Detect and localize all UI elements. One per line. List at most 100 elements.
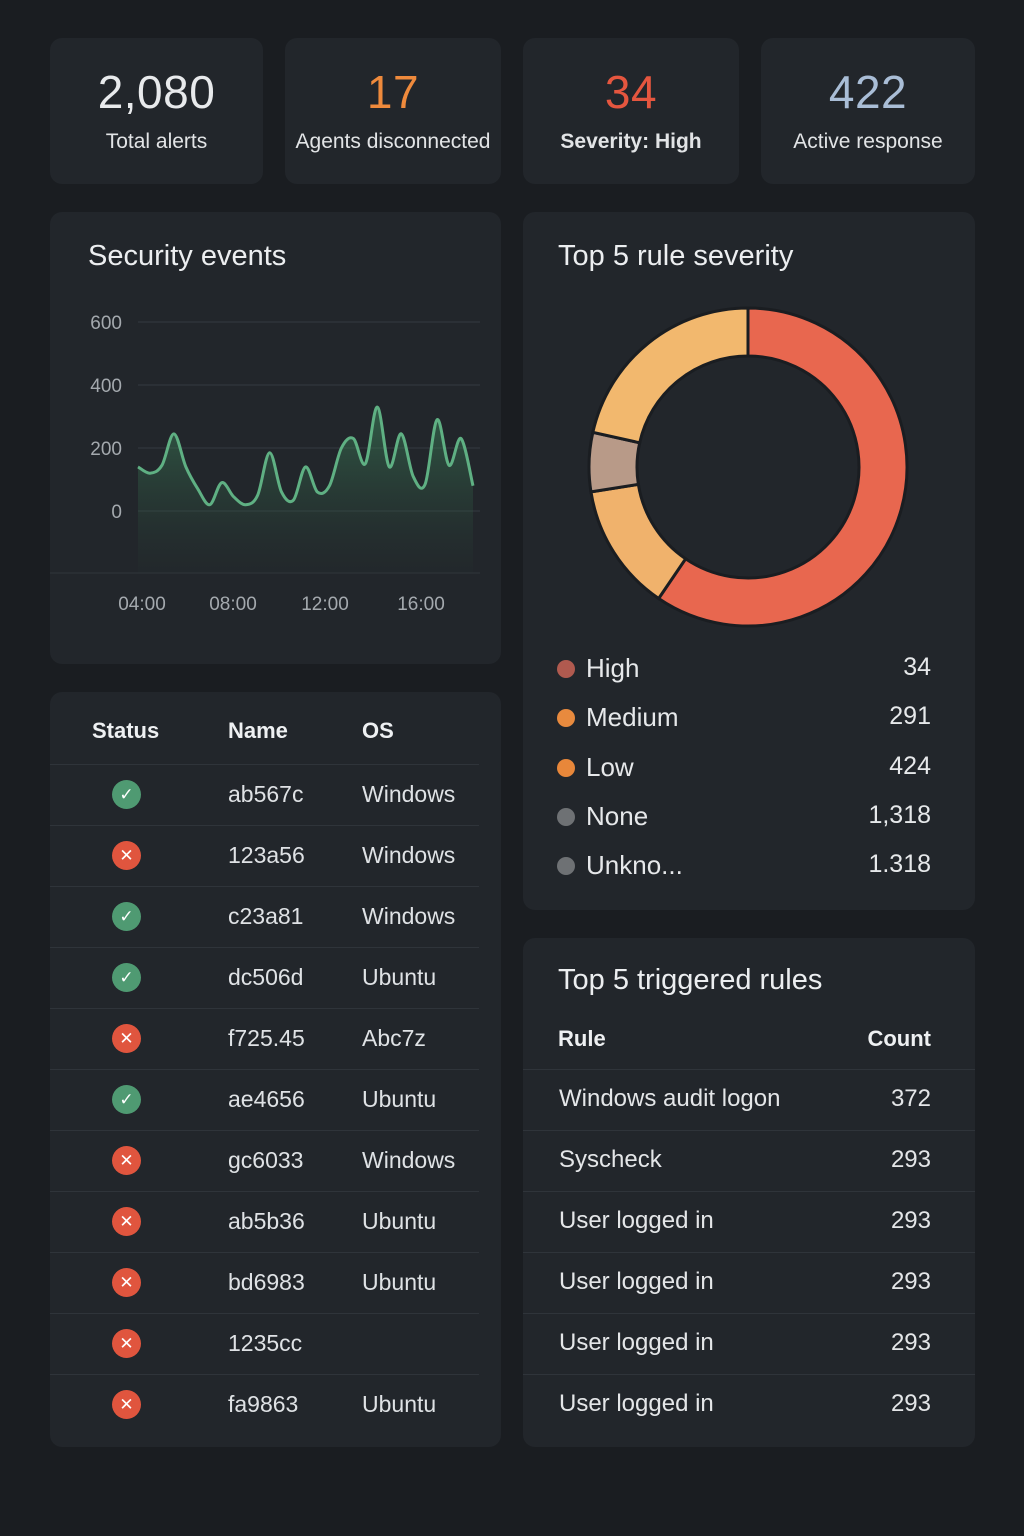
kpi-card-active-response[interactable]: 422 Active response [761, 38, 975, 184]
y-tick-label: 200 [90, 439, 122, 460]
agent-name: fa9863 [228, 1391, 299, 1417]
y-tick-label: 400 [90, 376, 122, 397]
y-tick-label: 600 [90, 313, 122, 334]
agent-os: Windows [362, 1147, 456, 1173]
table-row[interactable]: ✕ fa9863 Ubuntu [50, 1374, 501, 1435]
agent-name: bd6983 [228, 1269, 305, 1295]
rule-severity-card: Top 5 rule severity High 34 Medium 291 Low 42… [523, 212, 975, 910]
table-header: Status Name OS [50, 692, 501, 764]
x-tick-label: 16:00 [397, 594, 445, 615]
row-divider [50, 1191, 479, 1192]
check-circle-icon: ✓ [112, 902, 141, 931]
legend-dot-icon [557, 660, 575, 678]
agent-os: Windows [362, 781, 456, 807]
column-header-name[interactable]: Name [228, 718, 288, 743]
legend-dot-icon [557, 857, 575, 876]
row-divider [50, 1374, 479, 1375]
error-circle-icon: ✕ [112, 1207, 141, 1236]
legend-label: Unkno... [586, 850, 683, 881]
agent-os: Ubuntu [362, 1208, 437, 1234]
legend-item[interactable]: None 1,318 [557, 797, 931, 837]
row-divider [50, 1008, 479, 1009]
kpi-value: 2,080 [97, 66, 216, 118]
check-circle-icon: ✓ [112, 1085, 141, 1114]
row-divider [50, 825, 479, 826]
table-row[interactable]: ✓ c23a81 Windows [50, 886, 501, 947]
kpi-label: Total alerts [105, 130, 208, 153]
legend-item[interactable]: Medium 291 [557, 698, 931, 738]
legend-value: 424 [889, 751, 931, 780]
agent-name: gc6033 [228, 1147, 304, 1173]
kpi-card-agents-disconnected[interactable]: 17 Agents disconnected [285, 38, 501, 184]
row-divider [50, 1252, 479, 1253]
agent-name: 1235cc [228, 1330, 303, 1356]
error-circle-icon: ✕ [112, 1146, 141, 1175]
table-row[interactable]: ✓ ae4656 Ubuntu [50, 1069, 501, 1130]
column-header-os[interactable]: OS [362, 718, 394, 743]
table-row[interactable]: ✕ 1235cc [50, 1313, 501, 1374]
table-row[interactable]: ✕ 123a56 Windows [50, 825, 501, 886]
agent-os: Abc7z [362, 1025, 426, 1051]
legend-dot-icon [557, 807, 575, 826]
rule-name: User logged in [559, 1329, 714, 1356]
rule-row[interactable]: User logged in 293 [523, 1313, 975, 1374]
legend-item[interactable]: Low 424 [557, 748, 931, 788]
rule-row[interactable]: Windows audit logon 372 [523, 1069, 975, 1130]
row-divider [523, 1252, 975, 1253]
agent-os: Ubuntu [362, 1391, 437, 1417]
table-row[interactable]: ✕ ab5b36 Ubuntu [50, 1191, 501, 1252]
column-header-count[interactable]: Count [867, 1026, 931, 1051]
kpi-card-total-alerts[interactable]: 2,080 Total alerts [50, 38, 263, 184]
donut-slice[interactable] [589, 482, 688, 601]
table-row[interactable]: ✕ gc6033 Windows [50, 1130, 501, 1191]
column-header-rule[interactable]: Rule [558, 1026, 606, 1051]
row-divider [523, 1313, 975, 1314]
rule-count: 293 [890, 1268, 931, 1295]
agents-table: Status Name OS ✓ ab567c Windows ✕ 123a56 Wind… [50, 692, 501, 1447]
rule-row[interactable]: User logged in 293 [523, 1191, 975, 1252]
error-circle-icon: ✕ [112, 1268, 141, 1297]
rule-name: User logged in [559, 1268, 714, 1295]
security-events-chart: 600 400 200 0 04:00 08:00 12:00 16:00 [50, 313, 480, 615]
rule-count: 372 [890, 1085, 931, 1112]
row-divider [50, 947, 479, 948]
table-row[interactable]: ✕ f725.45 Abc7z [50, 1008, 501, 1069]
rule-name: User logged in [559, 1390, 714, 1417]
error-circle-icon: ✕ [112, 1024, 141, 1053]
agent-os: Ubuntu [362, 1086, 437, 1112]
agent-os: Ubuntu [362, 964, 437, 990]
legend-label: None [586, 800, 649, 831]
x-tick-label: 04:00 [118, 594, 166, 615]
rule-row[interactable]: User logged in 293 [523, 1252, 975, 1313]
table-row[interactable]: ✕ bd6983 Ubuntu [50, 1252, 501, 1313]
agent-name: dc506d [228, 964, 304, 990]
rule-count: 293 [890, 1329, 931, 1356]
row-divider [523, 1069, 975, 1070]
table-row[interactable]: ✓ ab567c Windows [50, 764, 501, 825]
legend-item[interactable]: High 34 [557, 649, 931, 689]
kpi-label: Active response [793, 130, 943, 153]
legend-dot-icon [557, 758, 575, 777]
donut-slice[interactable] [656, 306, 909, 628]
kpi-value: 34 [604, 66, 658, 118]
agent-name: 123a56 [228, 842, 305, 868]
rule-name: User logged in [559, 1207, 714, 1234]
x-tick-label: 08:00 [209, 594, 257, 615]
row-divider [50, 1130, 479, 1131]
donut-slice[interactable] [591, 306, 750, 445]
error-circle-icon: ✕ [112, 841, 141, 870]
rule-row[interactable]: Syscheck 293 [523, 1130, 975, 1191]
kpi-card-severity-high[interactable]: 34 Severity: High [523, 38, 739, 184]
rule-row[interactable]: User logged in 293 [523, 1374, 975, 1435]
kpi-label: Severity: High [560, 130, 702, 153]
table-row[interactable]: ✓ dc506d Ubuntu [50, 947, 501, 1008]
card-title: Security events [88, 240, 287, 272]
agent-name: ab5b36 [228, 1208, 305, 1234]
legend-label: Medium [586, 702, 679, 733]
column-header-status[interactable]: Status [92, 718, 160, 743]
row-divider [523, 1130, 975, 1131]
legend-item[interactable]: Unkno... 1.318 [557, 846, 931, 886]
legend-label: High [586, 653, 640, 683]
row-divider [523, 1374, 975, 1375]
x-tick-label: 12:00 [301, 594, 349, 615]
